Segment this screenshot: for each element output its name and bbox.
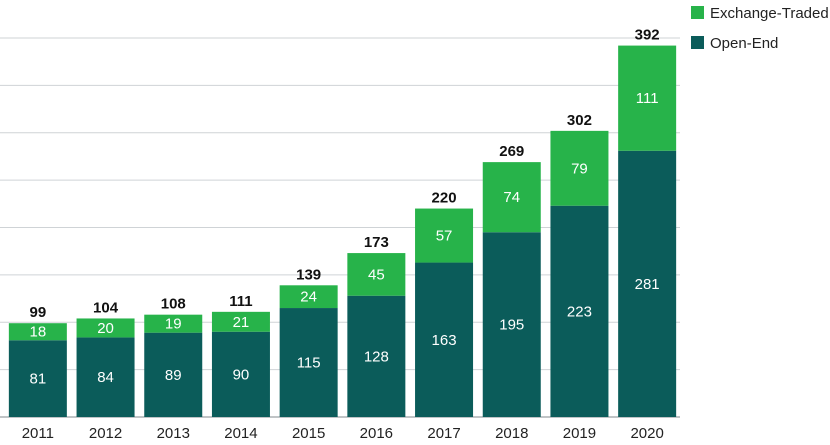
total-label-2013: 108 <box>161 296 186 313</box>
bar-open-end-2011 <box>8 340 67 417</box>
x-tick-label-2015: 2015 <box>292 425 325 442</box>
x-tick-label-2016: 2016 <box>360 425 393 442</box>
x-tick-label-2012: 2012 <box>89 425 122 442</box>
total-label-2020: 392 <box>635 27 660 44</box>
legend-swatch-exchange-traded <box>691 6 704 19</box>
data-label-exchange-traded-2014: 21 <box>233 314 250 331</box>
bar-exchange-traded-2014 <box>211 311 270 332</box>
x-tick-label-2011: 2011 <box>22 425 54 442</box>
bar-exchange-traded-2019 <box>550 130 609 206</box>
bar-exchange-traded-2011 <box>8 323 67 341</box>
data-label-open-end-2014: 90 <box>233 366 250 383</box>
total-label-2018: 269 <box>499 143 524 160</box>
bar-exchange-traded-2020 <box>618 45 677 151</box>
data-label-open-end-2013: 89 <box>165 367 182 384</box>
bar-exchange-traded-2015 <box>279 285 338 309</box>
bar-exchange-traded-2018 <box>482 162 541 233</box>
legend-swatch-open-end <box>691 36 704 49</box>
total-label-2015: 139 <box>296 266 321 283</box>
bar-open-end-2019 <box>550 205 609 417</box>
x-axis-ticks: 2011 2012 2013 2014 2015 2016 2017 2018 2019 2020 <box>22 425 664 442</box>
legend-label-exchange-traded: Exchange-Traded <box>710 5 829 22</box>
bar-exchange-traded-2013 <box>144 314 203 333</box>
bar-open-end-2014 <box>211 331 270 417</box>
data-label-exchange-traded-2016: 45 <box>368 266 385 283</box>
total-label-2019: 302 <box>567 112 592 129</box>
bar-open-end-2012 <box>76 337 135 417</box>
data-labels: 81 18 99 84 20 104 89 19 108 90 21 111 115 24 139 128 45… <box>30 27 660 388</box>
bars <box>8 45 677 417</box>
x-tick-label-2020: 2020 <box>630 425 663 442</box>
data-label-open-end-2016: 128 <box>364 348 389 365</box>
bar-exchange-traded-2012 <box>76 318 135 338</box>
data-label-exchange-traded-2019: 79 <box>571 160 588 177</box>
bar-open-end-2020 <box>618 150 677 417</box>
bar-open-end-2018 <box>482 232 541 417</box>
data-label-exchange-traded-2017: 57 <box>436 228 453 245</box>
x-tick-label-2018: 2018 <box>495 425 528 442</box>
x-tick-label-2019: 2019 <box>563 425 596 442</box>
bar-open-end-2016 <box>347 295 406 417</box>
total-label-2017: 220 <box>432 190 457 207</box>
legend-label-open-end: Open-End <box>710 35 778 52</box>
legend: Exchange-Traded Open-End <box>691 5 829 52</box>
total-label-2012: 104 <box>93 299 119 316</box>
bar-exchange-traded-2016 <box>347 253 406 296</box>
x-tick-label-2017: 2017 <box>427 425 460 442</box>
data-label-open-end-2012: 84 <box>97 369 114 386</box>
bar-open-end-2017 <box>415 262 474 417</box>
data-label-exchange-traded-2015: 24 <box>300 289 317 306</box>
data-label-open-end-2020: 281 <box>635 276 660 293</box>
data-label-open-end-2017: 163 <box>432 332 457 349</box>
x-tick-label-2014: 2014 <box>224 425 257 442</box>
bar-open-end-2013 <box>144 332 203 417</box>
data-label-exchange-traded-2012: 20 <box>97 320 114 337</box>
data-label-open-end-2011: 81 <box>30 371 47 388</box>
total-label-2016: 173 <box>364 234 389 251</box>
bar-open-end-2015 <box>279 308 338 417</box>
bar-exchange-traded-2017 <box>415 208 474 263</box>
data-label-open-end-2018: 195 <box>499 317 524 334</box>
total-label-2011: 99 <box>30 304 47 321</box>
data-label-exchange-traded-2011: 18 <box>30 324 47 341</box>
data-label-open-end-2019: 223 <box>567 303 592 320</box>
data-label-exchange-traded-2020: 111 <box>636 90 659 107</box>
data-label-exchange-traded-2013: 19 <box>165 316 182 333</box>
data-label-exchange-traded-2018: 74 <box>503 189 520 206</box>
data-label-open-end-2015: 115 <box>297 355 321 372</box>
total-label-2014: 111 <box>229 293 252 310</box>
x-tick-label-2013: 2013 <box>157 425 190 442</box>
